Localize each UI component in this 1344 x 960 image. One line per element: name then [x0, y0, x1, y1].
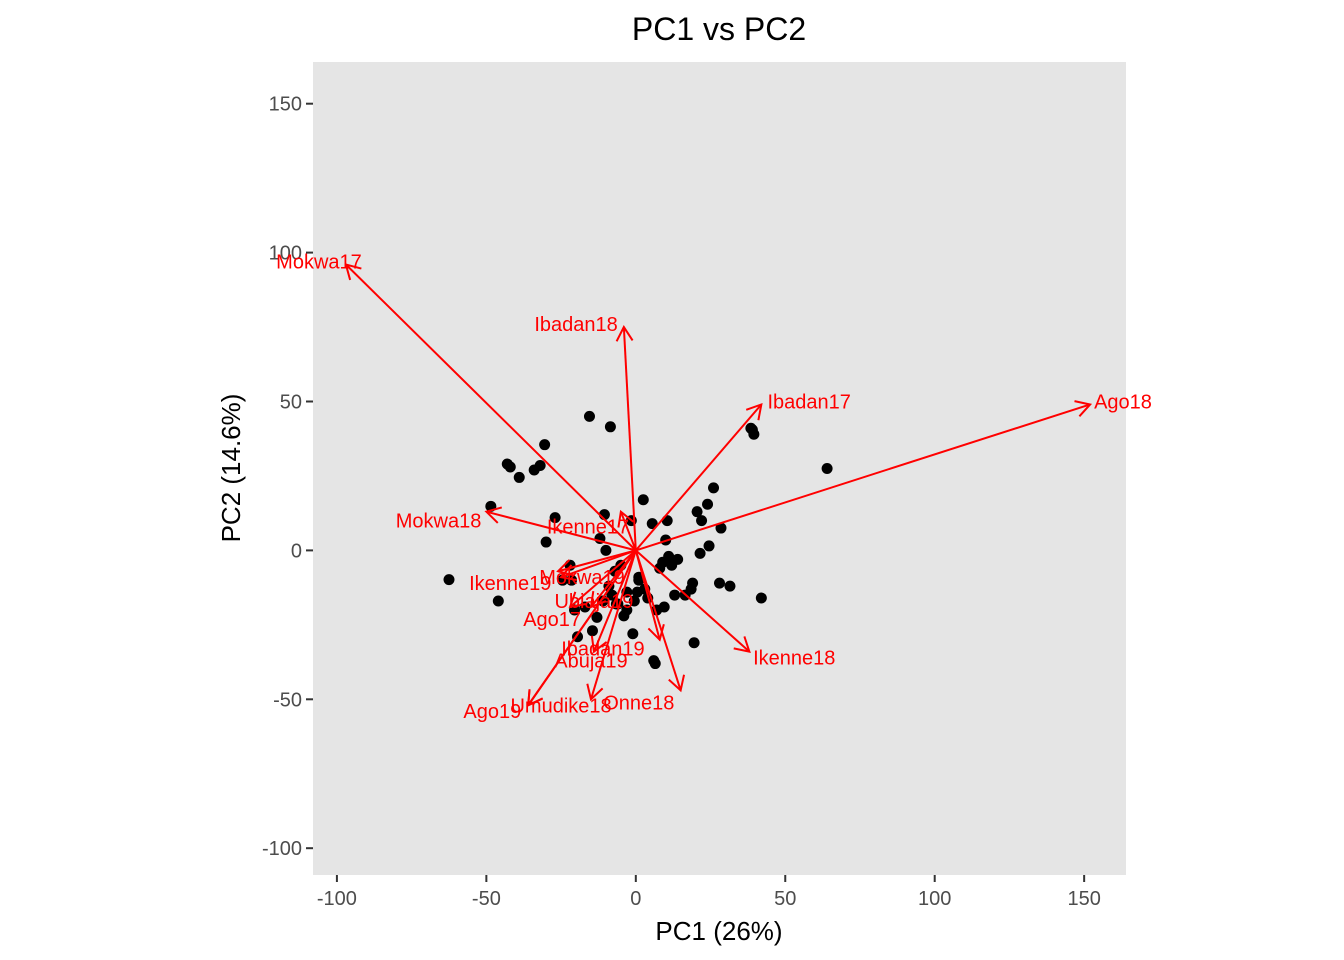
loading-label: Ikenne17: [547, 517, 629, 539]
data-point: [694, 547, 706, 559]
data-point: [443, 574, 455, 586]
loading-label: Umudike18: [510, 695, 611, 717]
data-point: [583, 410, 595, 422]
chart-title: PC1 vs PC2: [632, 11, 806, 47]
loading-label: Ago19: [463, 701, 521, 723]
data-point: [549, 512, 561, 524]
data-point: [621, 604, 633, 616]
data-point: [606, 589, 618, 601]
x-tick-label: 50: [774, 888, 796, 910]
loading-arrow: [568, 549, 637, 609]
loading-label: Ikenne19: [469, 573, 551, 595]
loading-label: Abuja19: [554, 651, 627, 673]
y-tick-label: 0: [291, 540, 302, 562]
loading-label: Ibadan17: [767, 391, 850, 413]
y-tick-label: 150: [269, 94, 302, 116]
data-point: [591, 611, 603, 623]
y-axis-title: PC2 (14.6%): [216, 394, 246, 543]
loading-arrows: [344, 263, 1093, 707]
loading-arrow: [635, 400, 1093, 552]
loading-label: Ago17: [523, 609, 581, 631]
data-point: [821, 463, 833, 474]
data-point: [646, 518, 658, 530]
data-point: [628, 595, 640, 607]
data-point: [691, 506, 703, 518]
plot-panel: [313, 62, 1126, 875]
x-tick-label: 150: [1067, 888, 1100, 910]
data-point: [661, 515, 673, 527]
loading-arrow: [527, 549, 637, 707]
x-tick-label: -50: [472, 888, 501, 910]
data-point: [715, 522, 727, 534]
data-point: [492, 595, 504, 607]
data-point: [540, 536, 552, 548]
loading-label: Mokwa19: [539, 567, 625, 589]
loading-label: Ibadan19: [561, 639, 644, 661]
data-point: [748, 428, 760, 440]
loading-arrow: [484, 506, 637, 552]
loading-arrow: [634, 550, 686, 693]
data-point: [755, 592, 767, 604]
data-point: [702, 498, 714, 510]
data-point: [513, 471, 525, 483]
loading-arrow: [590, 550, 637, 654]
data-point: [539, 439, 551, 451]
data-point: [687, 577, 699, 589]
x-tick-label: -100: [317, 888, 357, 910]
data-point: [586, 625, 598, 637]
data-point: [703, 540, 715, 552]
y-tick-label: -100: [262, 838, 302, 860]
x-tick-label: 0: [630, 888, 641, 910]
loading-label: Ago18: [1094, 391, 1152, 413]
data-point: [566, 574, 578, 586]
loading-arrow: [344, 263, 637, 552]
loading-arrow: [635, 402, 763, 552]
y-tick-label: 50: [280, 391, 302, 413]
data-point: [672, 553, 684, 565]
loading-arrow: [615, 325, 637, 551]
data-point: [708, 482, 720, 494]
data-point: [534, 460, 546, 472]
data-point: [637, 494, 649, 506]
loading-label: Mokwa18: [396, 511, 482, 533]
data-point: [724, 580, 736, 592]
loading-label: Onne18: [603, 692, 674, 714]
data-point: [649, 658, 661, 670]
loading-label: Ikenne18: [753, 648, 835, 670]
data-point: [696, 515, 708, 527]
data-point: [688, 637, 700, 649]
y-tick-label: 100: [269, 243, 302, 265]
loading-label: Mokwa17: [276, 252, 362, 274]
y-axis: -100 -50 0 50 100 150: [262, 94, 313, 860]
x-tick-label: 100: [918, 888, 951, 910]
x-axis-title: PC1 (26%): [655, 916, 782, 946]
loading-labels: Mokwa17 Ibadan18 Ibadan17 Ago18 Mokwa18 Ikenn…: [276, 252, 1152, 724]
y-tick-label: -50: [273, 689, 302, 711]
data-point: [714, 577, 725, 589]
loading-arrow: [617, 509, 637, 551]
loading-arrow: [635, 549, 751, 653]
data-point: [627, 628, 639, 640]
x-axis: -100 -50 0 50 100 150: [317, 875, 1101, 910]
loading-arrow: [556, 549, 637, 577]
loading-label: Ibadan18: [534, 314, 617, 336]
loading-arrow: [586, 550, 637, 702]
data-point: [658, 601, 670, 613]
data-point: [504, 461, 516, 473]
data-point: [669, 589, 681, 601]
data-point: [663, 550, 675, 562]
loading-label: Ubiaja19: [554, 591, 633, 613]
data-point: [600, 544, 612, 556]
data-point: [604, 421, 616, 433]
